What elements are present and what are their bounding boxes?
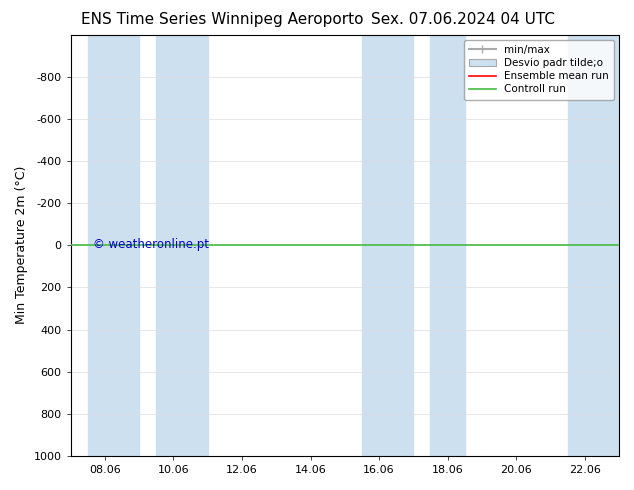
- Bar: [87, 35, 139, 456]
- Text: Sex. 07.06.2024 04 UTC: Sex. 07.06.2024 04 UTC: [371, 12, 555, 27]
- Bar: [567, 35, 619, 456]
- Bar: [362, 35, 413, 456]
- Bar: [430, 35, 465, 456]
- Text: © weatheronline.pt: © weatheronline.pt: [93, 238, 209, 251]
- Bar: [156, 35, 208, 456]
- Text: ENS Time Series Winnipeg Aeroporto: ENS Time Series Winnipeg Aeroporto: [81, 12, 363, 27]
- Y-axis label: Min Temperature 2m (°C): Min Temperature 2m (°C): [15, 166, 28, 324]
- Legend: min/max, Desvio padr tilde;o, Ensemble mean run, Controll run: min/max, Desvio padr tilde;o, Ensemble m…: [464, 40, 614, 99]
